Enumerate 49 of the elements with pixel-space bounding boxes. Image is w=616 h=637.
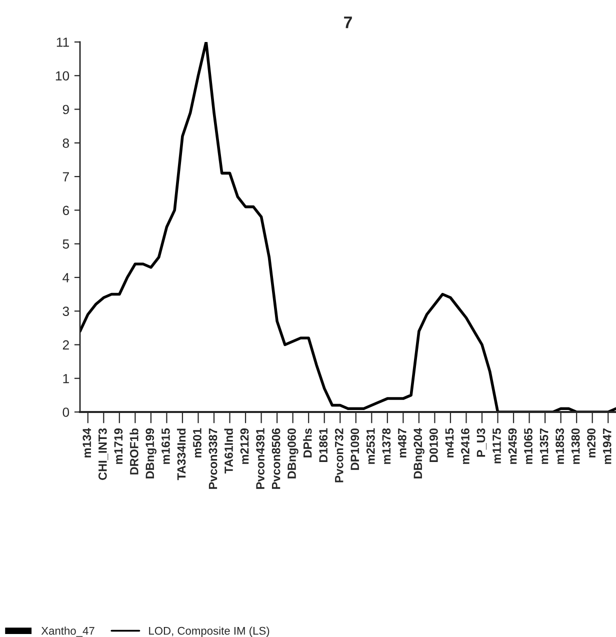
y-tick-label: 1 xyxy=(63,374,69,384)
y-tick-label: 2 xyxy=(62,340,69,350)
x-tick-label: CHI_INT3 xyxy=(98,428,108,480)
x-tick-label: DP1090 xyxy=(350,428,360,470)
x-tick-label: m1719 xyxy=(114,428,123,464)
x-tick-label: TA61Ind xyxy=(224,428,233,474)
x-tick-label: Pvcon8506 xyxy=(272,428,280,489)
x-tick-label: DPhs xyxy=(303,428,312,458)
legend-title: Xantho_47 xyxy=(41,626,94,637)
x-tick-label: D0190 xyxy=(430,428,438,462)
x-tick-label: m2459 xyxy=(508,428,517,464)
x-tick-label: m134 xyxy=(82,428,92,458)
x-tick-label: m1947 xyxy=(602,428,612,464)
y-tick-label: 3 xyxy=(62,306,70,316)
y-tick-label: 7 xyxy=(62,172,69,182)
x-tick-label: m290 xyxy=(587,428,596,458)
y-tick-label: 10 xyxy=(56,71,70,81)
x-tick-label: P_U3 xyxy=(476,428,486,457)
x-tick-label: Pvcon3387 xyxy=(208,428,218,489)
x-tick-label: m1853 xyxy=(556,428,564,464)
x-tick-label: DROF1b xyxy=(130,428,138,474)
legend-label: LOD, Composite IM (LS) xyxy=(149,626,270,637)
y-tick-label: 11 xyxy=(56,38,69,47)
x-tick-label: m501 xyxy=(193,428,202,458)
x-tick-label: m1378 xyxy=(382,428,391,464)
x-tick-label: m487 xyxy=(398,428,406,458)
x-tick-label: DBng060 xyxy=(288,428,298,478)
x-tick-label: m1065 xyxy=(524,428,532,464)
x-tick-label: m415 xyxy=(445,428,454,458)
x-tick-label: m1357 xyxy=(540,428,548,464)
y-tick-label: 8 xyxy=(62,138,70,148)
x-tick-label: Pvcon732 xyxy=(334,428,344,482)
y-tick-label: 4 xyxy=(62,273,70,282)
y-tick-label: 6 xyxy=(62,206,70,216)
x-tick-label: DBng199 xyxy=(146,428,156,478)
x-tick-label: TA334Ind xyxy=(176,428,186,480)
x-tick-label: m2416 xyxy=(461,428,470,464)
chart-title: 7 xyxy=(344,16,352,28)
x-tick-label: Pvcon4391 xyxy=(256,428,264,489)
y-tick-label: 0 xyxy=(62,408,70,417)
x-tick-label: D1861 xyxy=(319,428,328,462)
y-tick-label: 5 xyxy=(62,240,70,249)
x-tick-label: m2531 xyxy=(366,428,375,464)
x-tick-label: m1615 xyxy=(162,428,170,464)
x-tick-label: m1175 xyxy=(492,428,501,464)
x-tick-label: m1380 xyxy=(571,428,580,464)
x-tick-label: DBng204 xyxy=(414,428,424,478)
y-tick-label: 9 xyxy=(62,104,69,114)
x-tick-label: m2129 xyxy=(240,428,249,464)
